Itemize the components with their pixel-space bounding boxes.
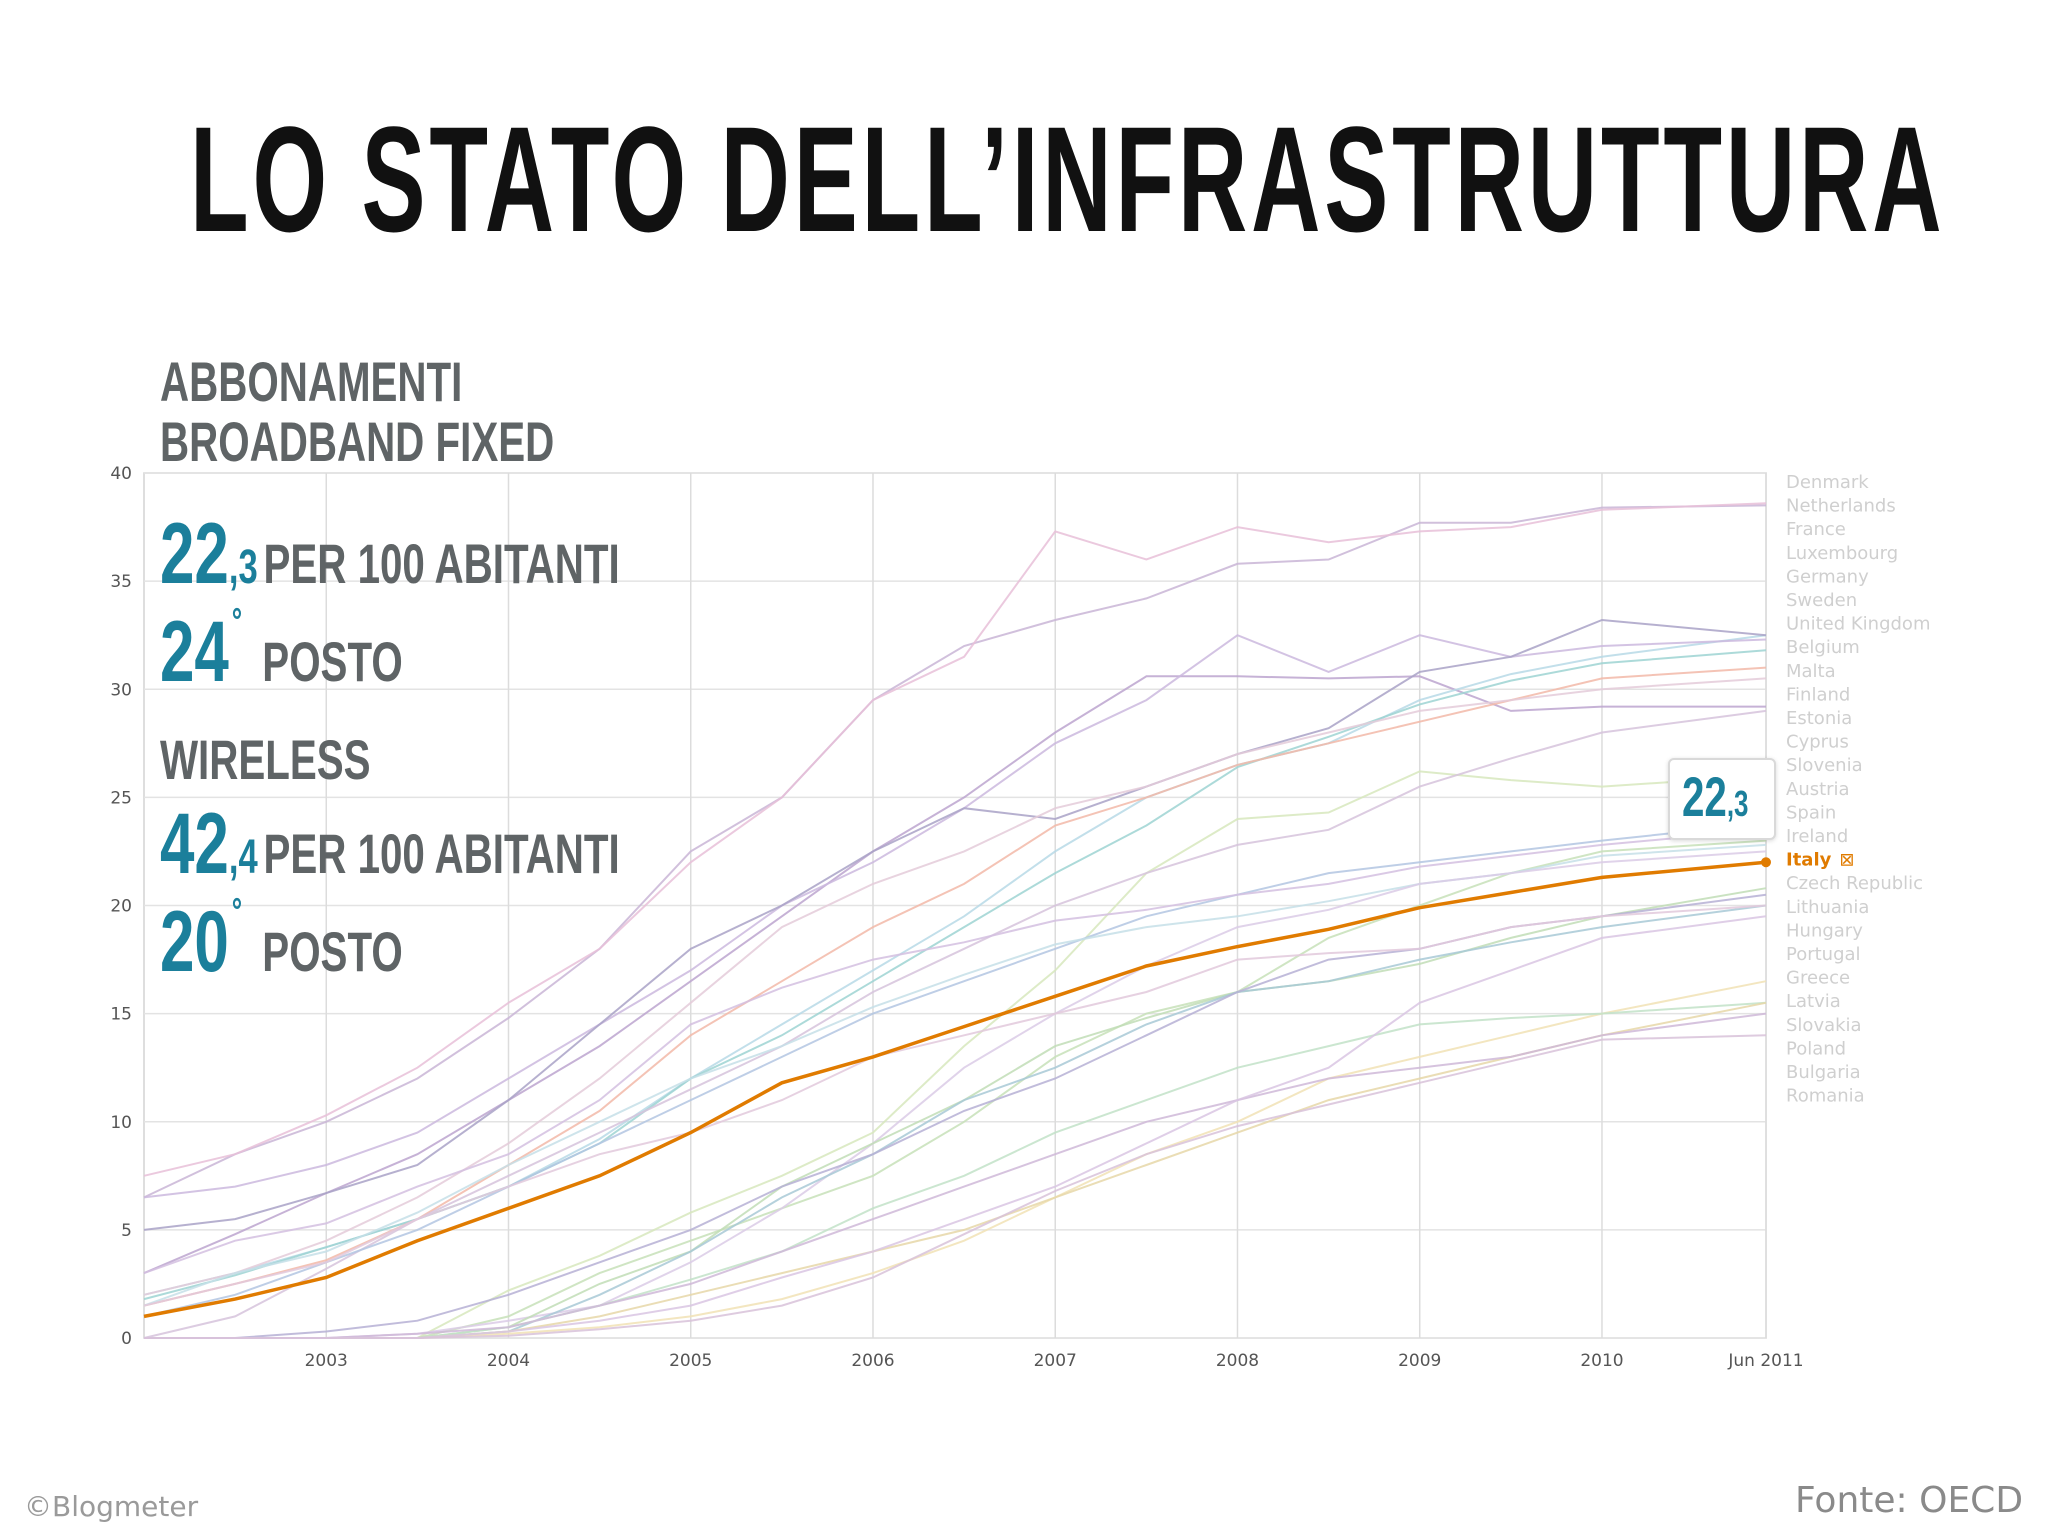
legend-item-hungary[interactable]: Hungary xyxy=(1786,920,1863,941)
x-tick-label: 2009 xyxy=(1398,1351,1441,1371)
legend-item-austria[interactable]: Austria xyxy=(1786,779,1850,800)
series-line-belgium xyxy=(143,618,1767,1231)
legend-item-greece[interactable]: Greece xyxy=(1786,968,1850,989)
legend-item-denmark[interactable]: Denmark xyxy=(1786,472,1869,493)
legend-item-bulgaria[interactable]: Bulgaria xyxy=(1786,1062,1861,1083)
series-line-greece xyxy=(144,980,1767,1339)
legend-item-slovenia[interactable]: Slovenia xyxy=(1786,755,1863,776)
x-axis-ticks: 2003 2004 2005 2006 2007 2008 2009 2010 Jun 2011 xyxy=(305,1351,1804,1371)
legend-item-lithuania[interactable]: Lithuania xyxy=(1786,897,1869,918)
legend-item-sweden[interactable]: Sweden xyxy=(1786,590,1857,611)
x-tick-label: 2006 xyxy=(851,1351,894,1371)
wireless-rank: 20 xyxy=(160,894,229,990)
legend-item-poland[interactable]: Poland xyxy=(1786,1038,1846,1059)
series-line-france xyxy=(143,675,1766,1275)
series-line-portugal xyxy=(143,904,1767,1307)
wireless-unit: per 100 abitanti xyxy=(263,822,620,885)
series-line-slovenia xyxy=(143,822,1767,1318)
legend-item-finland[interactable]: Finland xyxy=(1786,684,1850,705)
callout-text: 22,3 xyxy=(1682,764,1748,829)
wireless-rank-word: posto xyxy=(262,920,403,983)
legend-item-latvia[interactable]: Latvia xyxy=(1786,991,1841,1012)
y-tick-label: 20 xyxy=(110,897,132,917)
page-title: Lo stato dell’infrastruttura xyxy=(190,95,1946,263)
fixed-rank: 24 xyxy=(160,604,229,700)
chart-series xyxy=(143,502,1771,1339)
fixed-unit: per 100 abitanti xyxy=(263,532,620,595)
legend-item-luxembourg[interactable]: Luxembourg xyxy=(1786,543,1898,564)
fixed-value-int: 22 xyxy=(160,506,229,602)
fixed-rank-line: 24° posto xyxy=(160,600,403,702)
x-tick-label: Jun 2011 xyxy=(1727,1351,1803,1371)
y-tick-label: 10 xyxy=(110,1113,132,1133)
fixed-rank-word: posto xyxy=(262,630,403,693)
callout-int: 22 xyxy=(1682,765,1727,828)
legend-item-malta[interactable]: Malta xyxy=(1786,661,1836,682)
legend-item-united-kingdom[interactable]: United Kingdom xyxy=(1786,614,1930,635)
y-axis-ticks: 0 5 10 15 20 25 30 35 40 xyxy=(110,464,132,1349)
series-line-austria xyxy=(143,828,1767,1275)
series-line-finland xyxy=(143,677,1767,1296)
y-tick-label: 25 xyxy=(110,788,132,808)
fixed-value-dec: ,3 xyxy=(228,541,258,594)
footer-credit: ©Blogmeter xyxy=(24,1490,199,1523)
y-tick-label: 5 xyxy=(121,1221,132,1241)
y-tick-label: 15 xyxy=(110,1005,132,1025)
series-line-denmark xyxy=(143,504,1767,1199)
fixed-value-line: 22,3 per 100 abitanti xyxy=(160,505,620,604)
wireless-value-dec: ,4 xyxy=(228,831,258,884)
fixed-rank-degree: ° xyxy=(231,600,243,641)
legend-item-romania[interactable]: Romania xyxy=(1786,1086,1865,1107)
footer-source: Fonte: OECD xyxy=(1795,1480,2024,1521)
legend-item-germany[interactable]: Germany xyxy=(1786,566,1869,587)
wireless-rank-degree: ° xyxy=(231,890,243,931)
series-line-poland xyxy=(144,1012,1767,1339)
x-tick-label: 2004 xyxy=(487,1351,530,1371)
y-tick-label: 0 xyxy=(121,1329,132,1349)
callout-dec: ,3 xyxy=(1726,783,1749,824)
series-line-italy xyxy=(143,860,1767,1319)
legend-item-france[interactable]: France xyxy=(1786,519,1846,540)
italy-endpoint xyxy=(1761,857,1771,868)
wireless-value-int: 42 xyxy=(160,796,229,892)
wireless-label: Wireless xyxy=(160,728,371,791)
legend-item-slovakia[interactable]: Slovakia xyxy=(1786,1015,1862,1036)
fixed-label-line2: broadband fixed xyxy=(160,410,555,473)
series-line-germany xyxy=(143,649,1767,1301)
y-tick-label: 30 xyxy=(110,680,132,700)
legend-item-cyprus[interactable]: Cyprus xyxy=(1786,732,1849,753)
x-tick-label: 2007 xyxy=(1034,1351,1077,1371)
legend-item-netherlands[interactable]: Netherlands xyxy=(1786,496,1896,517)
legend-item-czech-republic[interactable]: Czech Republic xyxy=(1786,873,1923,894)
fixed-label-line1: Abbonamenti xyxy=(160,350,463,413)
x-tick-label: 2005 xyxy=(669,1351,712,1371)
y-tick-label: 35 xyxy=(110,572,132,592)
x-tick-label: 2010 xyxy=(1580,1351,1623,1371)
series-line-sweden xyxy=(143,634,1767,1199)
legend-remove-icon[interactable]: ⊠ xyxy=(1839,850,1854,871)
x-tick-label: 2003 xyxy=(305,1351,348,1371)
legend-item-spain[interactable]: Spain xyxy=(1786,802,1836,823)
y-tick-label: 40 xyxy=(110,464,132,484)
italy-value-callout: 22,3 xyxy=(1668,758,1776,840)
legend-item-italy[interactable]: Italy xyxy=(1786,850,1832,871)
legend-item-portugal[interactable]: Portugal xyxy=(1786,944,1861,965)
legend-item-estonia[interactable]: Estonia xyxy=(1786,708,1852,729)
series-line-netherlands xyxy=(143,502,1767,1177)
wireless-rank-line: 20° posto xyxy=(160,890,403,992)
legend-item-belgium[interactable]: Belgium xyxy=(1786,637,1860,658)
x-tick-label: 2008 xyxy=(1216,1351,1259,1371)
series-line-romania xyxy=(144,1034,1767,1339)
wireless-value-line: 42,4 per 100 abitanti xyxy=(160,795,620,894)
legend-item-ireland[interactable]: Ireland xyxy=(1786,826,1848,847)
